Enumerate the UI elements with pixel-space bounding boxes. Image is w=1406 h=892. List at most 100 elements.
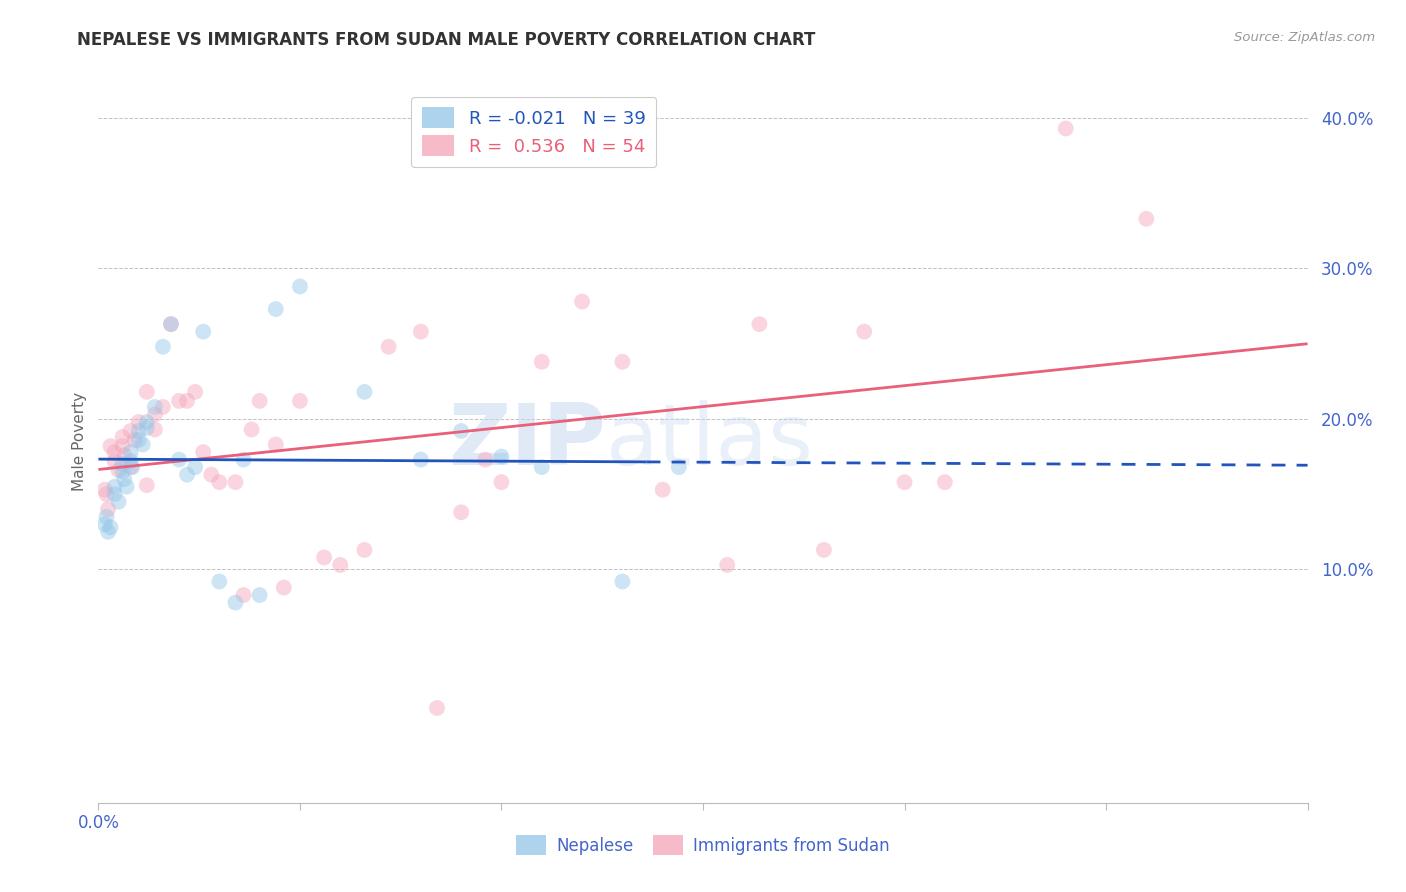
Point	[208, 475, 231, 490]
Point	[668, 460, 690, 475]
Point	[249, 393, 271, 408]
Point	[813, 542, 835, 557]
Point	[100, 439, 122, 453]
Point	[120, 424, 142, 438]
Point	[426, 701, 449, 715]
Point	[132, 437, 155, 451]
Point	[111, 430, 134, 444]
Point	[193, 445, 215, 459]
Point	[160, 317, 183, 331]
Point	[111, 439, 134, 453]
Point	[135, 478, 157, 492]
Point	[193, 325, 215, 339]
Point	[288, 279, 311, 293]
Point	[249, 588, 271, 602]
Point	[353, 384, 375, 399]
Point	[112, 472, 135, 486]
Point	[120, 454, 142, 468]
Point	[135, 415, 157, 429]
Point	[530, 355, 553, 369]
Text: 0.0%: 0.0%	[77, 814, 120, 831]
Point	[232, 452, 254, 467]
Point	[103, 454, 125, 468]
Point	[288, 393, 311, 408]
Point	[450, 505, 472, 519]
Point	[1135, 211, 1157, 226]
Point	[103, 480, 125, 494]
Point	[853, 325, 876, 339]
Y-axis label: Male Poverty: Male Poverty	[72, 392, 87, 491]
Point	[135, 421, 157, 435]
Point	[716, 558, 738, 572]
Point	[97, 524, 120, 539]
Point	[152, 400, 174, 414]
Point	[651, 483, 673, 497]
Point	[612, 574, 634, 589]
Point	[135, 384, 157, 399]
Point	[103, 445, 125, 459]
Point	[409, 325, 432, 339]
Point	[353, 542, 375, 557]
Point	[94, 483, 117, 497]
Point	[120, 460, 142, 475]
Point	[409, 452, 432, 467]
Point	[176, 467, 198, 482]
Point	[143, 423, 166, 437]
Point	[748, 317, 770, 331]
Point	[103, 487, 125, 501]
Legend: Nepalese, Immigrants from Sudan: Nepalese, Immigrants from Sudan	[509, 829, 897, 862]
Point	[273, 581, 295, 595]
Point	[121, 460, 143, 475]
Point	[893, 475, 915, 490]
Point	[96, 487, 118, 501]
Point	[128, 424, 150, 438]
Text: Source: ZipAtlas.com: Source: ZipAtlas.com	[1234, 31, 1375, 45]
Point	[96, 509, 118, 524]
Point	[143, 400, 166, 414]
Point	[100, 520, 122, 534]
Point	[167, 452, 190, 467]
Point	[208, 574, 231, 589]
Point	[224, 475, 246, 490]
Point	[232, 588, 254, 602]
Point	[120, 445, 142, 459]
Point	[160, 317, 183, 331]
Point	[152, 340, 174, 354]
Point	[450, 424, 472, 438]
Text: NEPALESE VS IMMIGRANTS FROM SUDAN MALE POVERTY CORRELATION CHART: NEPALESE VS IMMIGRANTS FROM SUDAN MALE P…	[77, 31, 815, 49]
Point	[224, 596, 246, 610]
Point	[264, 437, 287, 451]
Point	[107, 463, 129, 477]
Point	[530, 460, 553, 475]
Point	[491, 450, 513, 464]
Point	[128, 415, 150, 429]
Text: ZIP: ZIP	[449, 400, 606, 483]
Point	[491, 475, 513, 490]
Legend: R = -0.021   N = 39, R =  0.536   N = 54: R = -0.021 N = 39, R = 0.536 N = 54	[411, 96, 657, 167]
Point	[184, 384, 207, 399]
Point	[128, 433, 150, 447]
Point	[474, 452, 496, 467]
Point	[115, 480, 138, 494]
Point	[111, 465, 134, 479]
Point	[612, 355, 634, 369]
Point	[176, 393, 198, 408]
Point	[264, 301, 287, 317]
Point	[184, 460, 207, 475]
Point	[329, 558, 352, 572]
Point	[1054, 121, 1077, 136]
Point	[94, 517, 117, 532]
Point	[571, 294, 593, 309]
Point	[97, 502, 120, 516]
Point	[377, 340, 399, 354]
Point	[167, 393, 190, 408]
Point	[143, 408, 166, 422]
Point	[314, 550, 336, 565]
Text: atlas: atlas	[606, 400, 814, 483]
Point	[124, 433, 146, 447]
Point	[240, 423, 263, 437]
Point	[934, 475, 956, 490]
Point	[107, 494, 129, 508]
Point	[112, 448, 135, 462]
Point	[111, 457, 134, 471]
